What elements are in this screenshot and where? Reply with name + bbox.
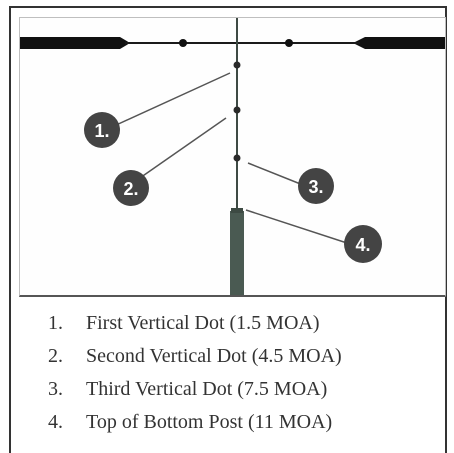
callout-2-label: 2.	[123, 179, 138, 199]
legend-item-number: 3.	[48, 378, 63, 400]
callout-1: 1.	[84, 112, 120, 148]
reticle-svg: 1. 2. 3. 4.	[20, 18, 445, 295]
legend-item: 4. Top of Bottom Post (11 MOA)	[48, 410, 342, 443]
callout-2: 2.	[113, 170, 149, 206]
first-vertical-dot	[233, 61, 241, 69]
legend-item-number: 1.	[48, 312, 63, 334]
legend-item-text: Top of Bottom Post (11 MOA)	[86, 411, 333, 433]
callout-3-label: 3.	[308, 177, 323, 197]
right-horizontal-dot	[285, 39, 293, 47]
legend-item: 3. Third Vertical Dot (7.5 MOA)	[48, 377, 342, 410]
second-vertical-dot	[233, 106, 241, 114]
legend-item-text: Second Vertical Dot (4.5 MOA)	[86, 345, 342, 367]
leader-line-1	[113, 72, 231, 127]
leader-line-2	[136, 117, 227, 181]
reticle-diagram: 1. 2. 3. 4.	[19, 17, 446, 297]
legend-item-number: 2.	[48, 345, 63, 367]
third-vertical-dot	[233, 154, 241, 162]
legend-item-text: Third Vertical Dot (7.5 MOA)	[86, 378, 328, 400]
legend-item: 1. First Vertical Dot (1.5 MOA)	[48, 311, 342, 344]
right-thick-post	[353, 37, 445, 49]
callout-1-label: 1.	[94, 121, 109, 141]
bottom-post-top	[231, 208, 243, 213]
leader-line-4	[245, 209, 351, 245]
callout-4: 4.	[344, 225, 382, 263]
leader-line-3	[247, 162, 304, 186]
bottom-post	[230, 211, 244, 295]
left-thick-post	[20, 37, 130, 49]
callout-4-label: 4.	[355, 235, 370, 255]
callout-3: 3.	[298, 168, 334, 204]
legend-item: 2. Second Vertical Dot (4.5 MOA)	[48, 344, 342, 377]
legend-item-text: First Vertical Dot (1.5 MOA)	[86, 312, 320, 334]
legend-item-number: 4.	[48, 411, 63, 433]
left-horizontal-dot	[179, 39, 187, 47]
legend-list: 1. First Vertical Dot (1.5 MOA) 2. Second …	[48, 311, 342, 443]
